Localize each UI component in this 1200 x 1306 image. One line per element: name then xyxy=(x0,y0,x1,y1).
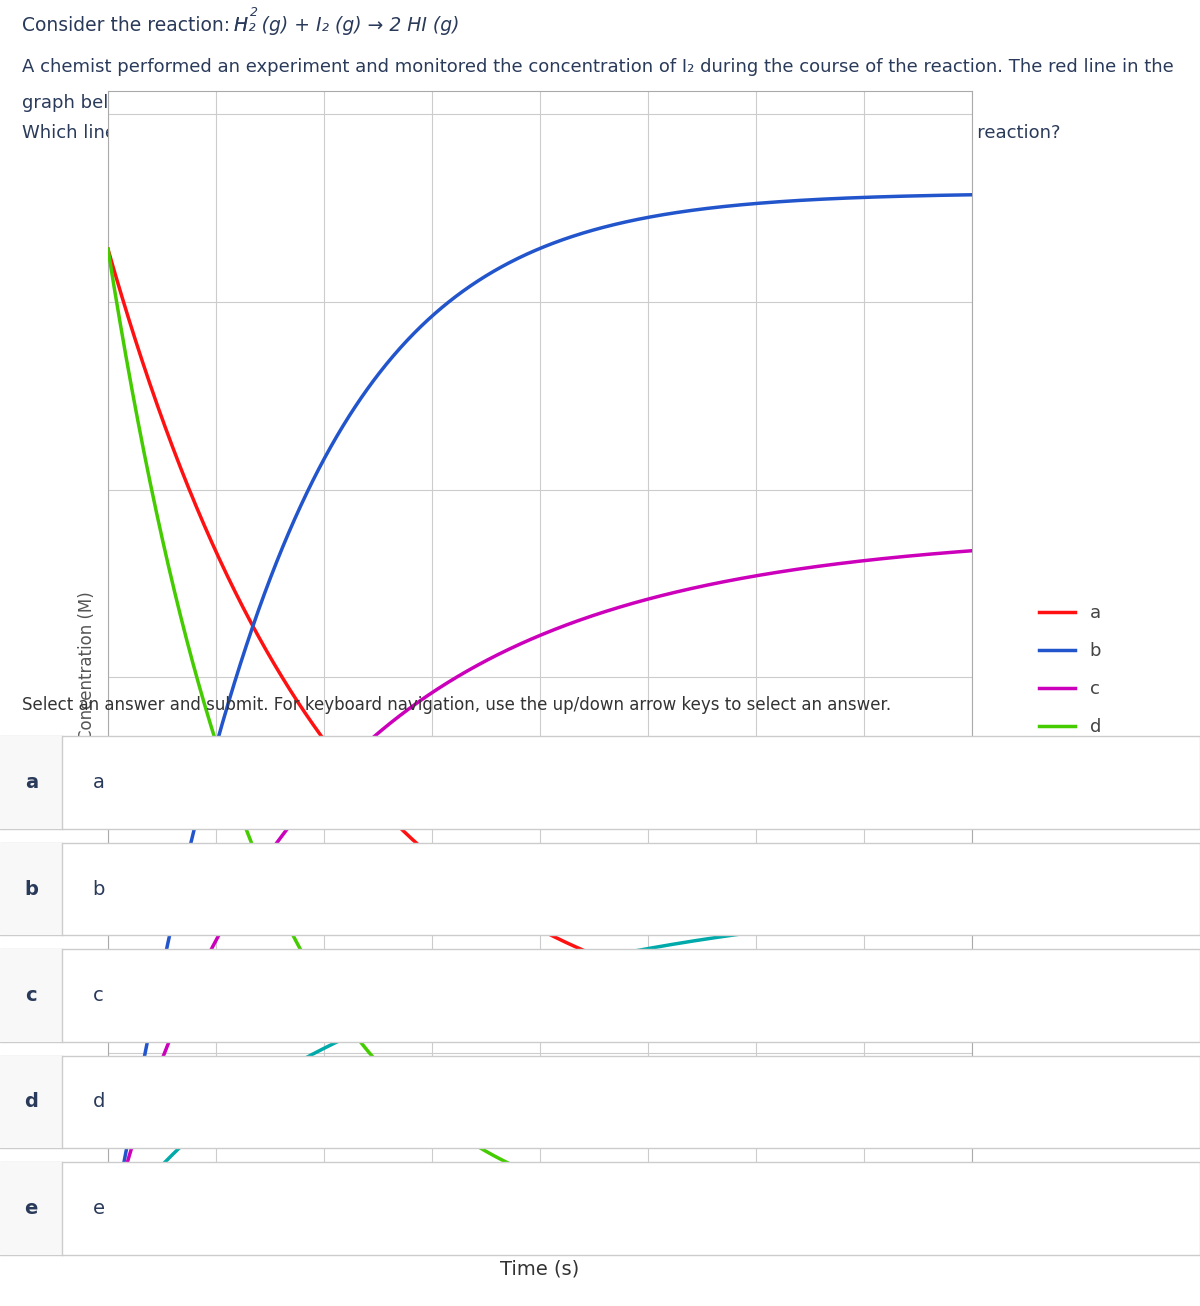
FancyBboxPatch shape xyxy=(0,1162,1200,1255)
Text: a: a xyxy=(92,773,104,793)
FancyBboxPatch shape xyxy=(0,842,62,935)
Text: H: H xyxy=(234,16,248,34)
FancyBboxPatch shape xyxy=(0,949,1200,1042)
FancyBboxPatch shape xyxy=(0,949,62,1042)
Text: H₂ (g) + I₂ (g) → 2 HI (g): H₂ (g) + I₂ (g) → 2 HI (g) xyxy=(234,16,460,34)
Text: A chemist performed an experiment and monitored the concentration of I₂ during t: A chemist performed an experiment and mo… xyxy=(22,59,1174,77)
Text: graph below represents the results obtained.: graph below represents the results obtai… xyxy=(22,94,428,111)
X-axis label: Time (s): Time (s) xyxy=(500,1259,580,1279)
Text: Which line in the plot would best represent how the concentration of HI changes : Which line in the plot would best repres… xyxy=(22,124,1060,141)
FancyBboxPatch shape xyxy=(0,737,1200,829)
Text: c: c xyxy=(25,986,37,1006)
FancyBboxPatch shape xyxy=(0,1055,1200,1148)
Text: e: e xyxy=(24,1199,38,1217)
FancyBboxPatch shape xyxy=(0,1055,62,1148)
FancyBboxPatch shape xyxy=(0,737,62,829)
Text: d: d xyxy=(24,1092,38,1111)
Text: b: b xyxy=(24,879,38,899)
Text: c: c xyxy=(92,986,103,1006)
Text: 2: 2 xyxy=(250,5,258,18)
FancyBboxPatch shape xyxy=(0,842,1200,935)
Text: a: a xyxy=(25,773,37,793)
Text: Consider the reaction:: Consider the reaction: xyxy=(22,16,229,34)
FancyBboxPatch shape xyxy=(0,1162,62,1255)
Text: d: d xyxy=(92,1092,104,1111)
Text: b: b xyxy=(92,879,104,899)
Legend: a, b, c, d, e: a, b, c, d, e xyxy=(1039,605,1102,773)
Y-axis label: Concentration (M): Concentration (M) xyxy=(78,592,96,741)
Text: e: e xyxy=(92,1199,104,1217)
Text: Select an answer and submit. For keyboard navigation, use the up/down arrow keys: Select an answer and submit. For keyboar… xyxy=(22,696,890,713)
